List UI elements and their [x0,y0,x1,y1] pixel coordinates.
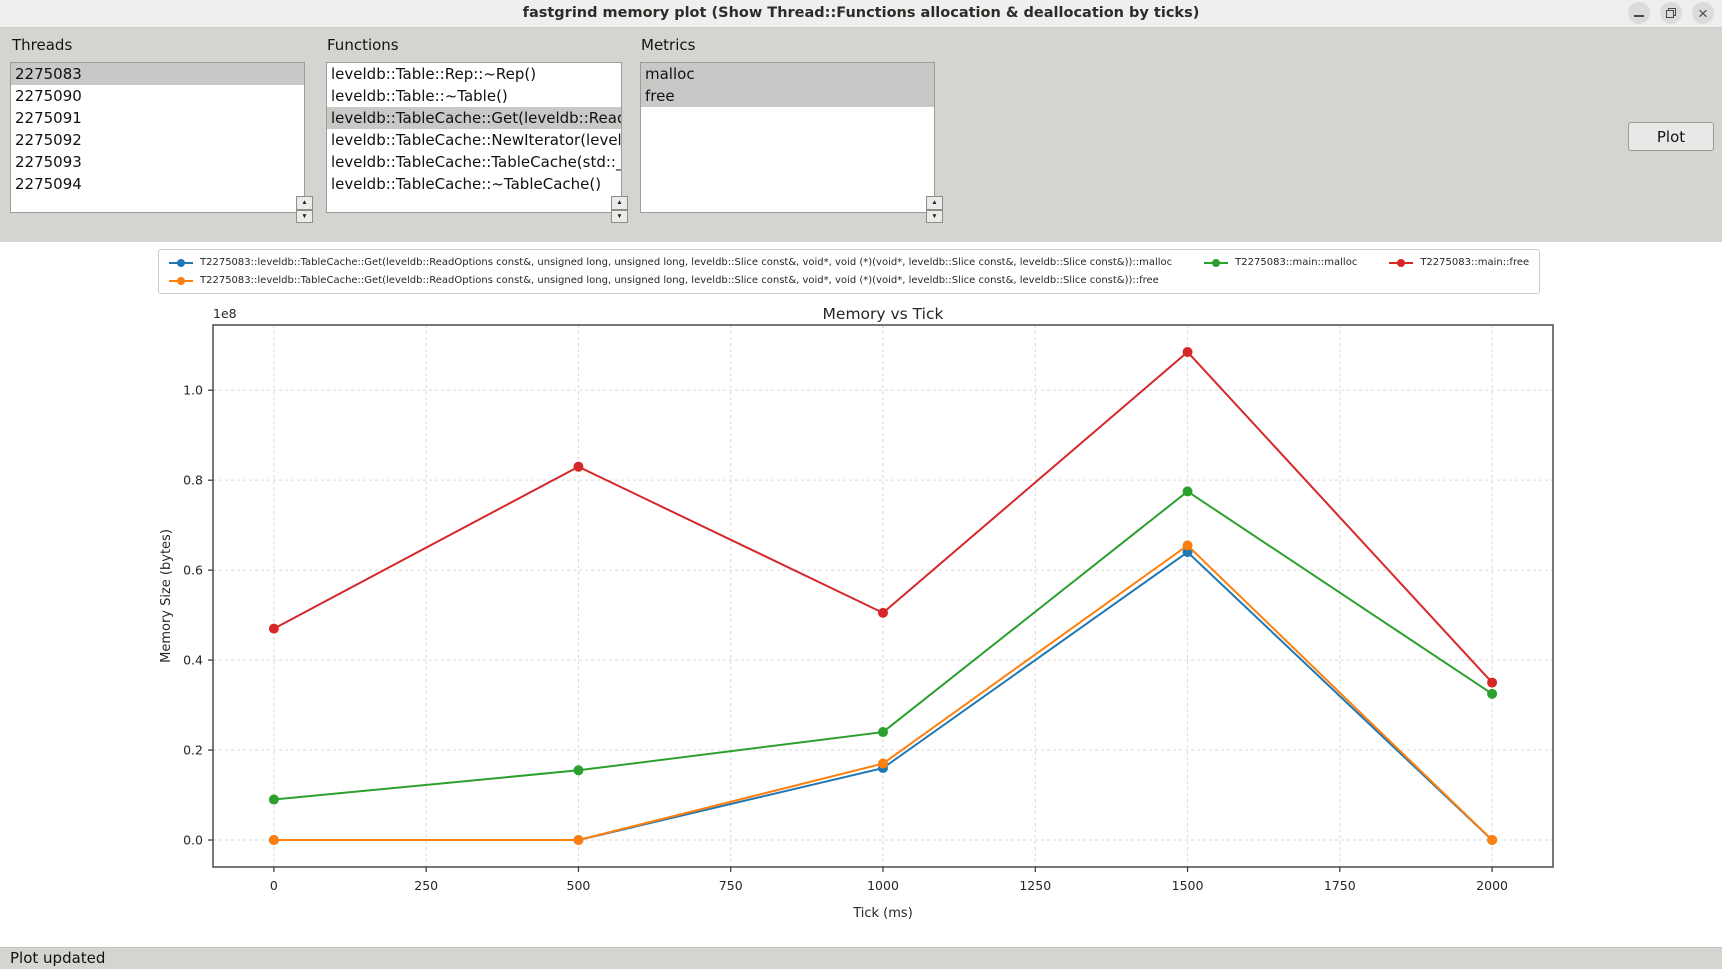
y-tick-label: 1.0 [183,383,203,398]
close-icon: × [1698,3,1708,23]
y-tick-label: 0.0 [183,833,203,848]
x-tick-label: 2000 [1476,878,1508,893]
x-tick-label: 1750 [1324,878,1356,893]
restore-icon [1666,8,1676,18]
functions-listbox[interactable]: leveldb::Table::Rep::~Rep()leveldb::Tabl… [326,62,622,213]
minimize-button[interactable] [1628,2,1650,24]
titlebar: fastgrind memory plot (Show Thread::Func… [0,0,1722,28]
legend-item: T2275083::main::free [1389,254,1529,271]
thread-item[interactable]: 2275083 [11,63,304,85]
y-axis-offset-text: 1e8 [213,306,237,321]
thread-item[interactable]: 2275090 [15,87,82,105]
chart-point [878,758,888,769]
functions-label: Functions [327,36,399,54]
thread-item[interactable]: 2275094 [15,175,82,193]
chart-point [878,607,888,618]
x-tick-label: 500 [567,878,591,893]
legend-line-marker-icon [1389,258,1414,268]
y-tick-label: 0.8 [183,473,203,488]
legend-item: T2275083::leveldb::TableCache::Get(level… [169,254,1172,271]
y-axis-label: Memory Size (bytes) [159,529,174,663]
scroll-down-icon[interactable]: ▼ [611,209,628,223]
chart-point [1182,540,1193,551]
scroll-up-icon[interactable]: ▲ [611,196,628,210]
chart-point [1182,486,1193,497]
functions-scrollbar: ▲ ▼ [611,196,628,223]
scroll-down-icon[interactable]: ▼ [926,209,943,223]
function-item[interactable]: leveldb::Table::~Table() [331,87,508,105]
status-text: Plot updated [10,949,106,967]
function-item[interactable]: leveldb::TableCache::TableCache(std::__ [331,153,621,171]
scroll-down-icon[interactable]: ▼ [296,209,313,223]
restore-button[interactable] [1660,2,1682,24]
x-tick-label: 750 [719,878,743,893]
function-item[interactable]: leveldb::TableCache::NewIterator(leveldb [331,131,621,149]
metrics-label: Metrics [641,36,696,54]
function-item[interactable]: leveldb::TableCache::~TableCache() [331,175,602,193]
x-axis-label: Tick (ms) [852,906,913,921]
thread-item[interactable]: 2275092 [15,131,82,149]
chart-point [268,794,279,805]
chart-point [573,461,584,472]
scroll-up-icon[interactable]: ▲ [296,196,313,210]
legend-line-marker-icon [169,276,193,286]
y-tick-label: 0.6 [183,563,203,578]
legend-label: T2275083::main::malloc [1235,257,1358,268]
threads-scrollbar: ▲ ▼ [296,196,313,223]
x-tick-label: 1500 [1172,878,1204,893]
minimize-icon [1634,15,1644,17]
chart-point [573,765,584,776]
y-tick-label: 0.4 [183,653,203,668]
metrics-listbox[interactable]: malloc free [640,62,935,213]
legend-line-marker-icon [169,258,193,268]
scroll-up-icon[interactable]: ▲ [926,196,943,210]
chart-point [1487,688,1498,699]
threads-label: Threads [12,36,73,54]
chart-legend: T2275083::leveldb::TableCache::Get(level… [158,249,1541,294]
x-tick-label: 0 [270,878,278,893]
function-item[interactable]: leveldb::Table::Rep::~Rep() [331,65,537,83]
thread-item[interactable]: 2275093 [15,153,82,171]
metrics-scrollbar: ▲ ▼ [926,196,943,223]
x-tick-label: 1000 [867,878,899,893]
legend-label: T2275083::main::free [1420,257,1530,268]
legend-item: T2275083::leveldb::TableCache::Get(level… [169,272,1172,289]
chart-point [268,623,279,634]
metric-item[interactable]: free [641,85,934,107]
x-tick-label: 1250 [1019,878,1051,893]
threads-listbox[interactable]: 2275083 2275090 2275091 2275092 2275093 22750… [10,62,305,213]
legend-item: T2275083::main::malloc [1204,254,1357,271]
y-tick-label: 0.2 [183,743,203,758]
metric-item[interactable]: malloc [641,63,934,85]
window-title: fastgrind memory plot (Show Thread::Func… [522,5,1200,21]
legend-line-marker-icon [1204,258,1229,268]
figure-area: T2275083::leveldb::TableCache::Get(level… [0,242,1722,947]
chart-point [1487,677,1498,688]
function-item[interactable]: leveldb::TableCache::Get(leveldb::ReadOp… [327,107,621,129]
status-bar: Plot updated [0,947,1722,969]
legend-label: T2275083::leveldb::TableCache::Get(level… [200,275,1159,286]
chart-point [268,835,279,846]
plot-button[interactable]: Plot [1628,122,1714,151]
x-tick-label: 250 [414,878,438,893]
thread-item[interactable]: 2275091 [15,109,82,127]
window-controls: × [1628,2,1714,24]
close-button[interactable]: × [1692,2,1714,24]
chart-point [1182,346,1193,357]
chart-title: Memory vs Tick [823,305,944,323]
legend-label: T2275083::leveldb::TableCache::Get(level… [200,257,1173,268]
chart-point [573,835,584,846]
memory-vs-tick-chart: 0 250 500 750 1000 1250 1500 1750 2000 0.0 0.2 0.4 0… [159,305,1554,921]
chart-point [878,727,888,738]
chart-point [1487,835,1498,846]
